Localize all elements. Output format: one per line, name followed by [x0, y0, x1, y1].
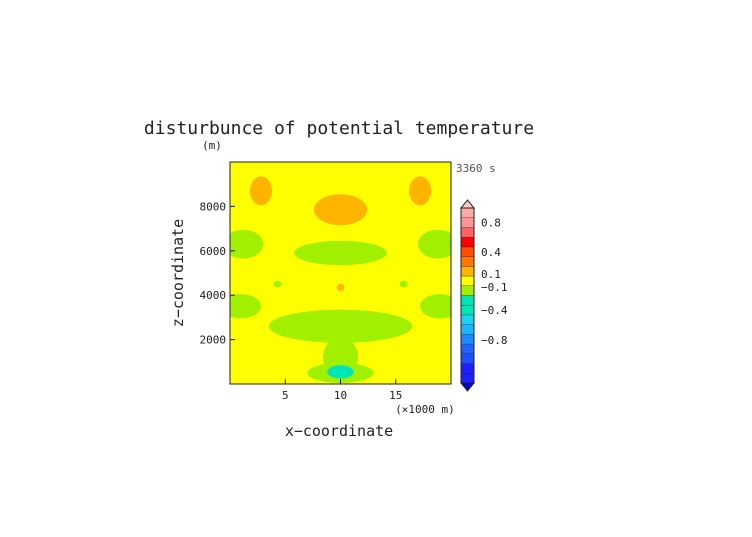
contour-region — [249, 176, 272, 206]
y-axis-label: z−coordinate — [169, 219, 187, 327]
colorbar-under-arrow — [459, 382, 476, 392]
colorbar-label: −0.8 — [481, 334, 508, 347]
y-tick-label: 6000 — [200, 245, 227, 258]
colorbar-level — [461, 285, 474, 296]
colorbar-level — [461, 208, 474, 219]
contour-region — [273, 280, 282, 288]
x-unit-label: (×1000 m) — [395, 403, 455, 416]
x-tick-label: 5 — [282, 389, 289, 402]
contour-region — [327, 365, 354, 379]
colorbar-level — [461, 363, 474, 374]
x-axis-ticks: 5 10 15 — [282, 379, 402, 402]
contour-region — [313, 194, 368, 226]
colorbar-level — [461, 237, 474, 248]
colorbar-level — [461, 266, 474, 277]
colorbar-level — [461, 314, 474, 325]
x-axis-label: x−coordinate — [285, 422, 393, 440]
colorbar-label: 0.1 — [481, 268, 501, 281]
colorbar-level — [461, 334, 474, 345]
y-unit-label: (m) — [202, 139, 222, 152]
x-tick-label: 10 — [334, 389, 347, 402]
colorbar: 0.8 0.4 0.1−0.1 −0.4 −0.8 — [459, 199, 508, 392]
contour-region — [417, 229, 451, 259]
contour-region — [294, 240, 387, 266]
time-label: 3360 s — [456, 162, 496, 175]
contour-region — [420, 294, 451, 319]
colorbar-level — [461, 295, 474, 306]
contour-region — [409, 176, 432, 206]
colorbar-level — [461, 353, 474, 364]
y-axis-ticks: 2000 4000 6000 8000 — [200, 200, 235, 347]
colorbar-level — [461, 256, 474, 267]
colorbar-label: 0.4 — [481, 246, 501, 259]
colorbar-level — [461, 227, 474, 238]
colorbar-level — [461, 246, 474, 257]
x-tick-label: 15 — [389, 389, 402, 402]
contour-region — [336, 283, 345, 291]
colorbar-level — [461, 305, 474, 316]
colorbar-level — [461, 324, 474, 335]
colorbar-level — [461, 276, 474, 287]
colorbar-level — [461, 373, 474, 384]
colorbar-label: −0.1 — [481, 281, 508, 294]
chart-title: disturbunce of potential temperature — [144, 118, 534, 139]
colorbar-level — [461, 344, 474, 355]
contour-region — [268, 309, 413, 343]
contour-region — [230, 229, 264, 259]
y-tick-label: 4000 — [200, 289, 227, 302]
y-tick-label: 8000 — [200, 200, 227, 213]
colorbar-over-arrow — [459, 199, 476, 209]
colorbar-level — [461, 217, 474, 228]
colorbar-label: −0.4 — [481, 304, 508, 317]
y-tick-label: 2000 — [200, 334, 227, 347]
contour-regions — [230, 176, 451, 383]
contour-region — [399, 280, 408, 288]
colorbar-label: 0.8 — [481, 217, 501, 230]
contour-region — [230, 294, 261, 319]
